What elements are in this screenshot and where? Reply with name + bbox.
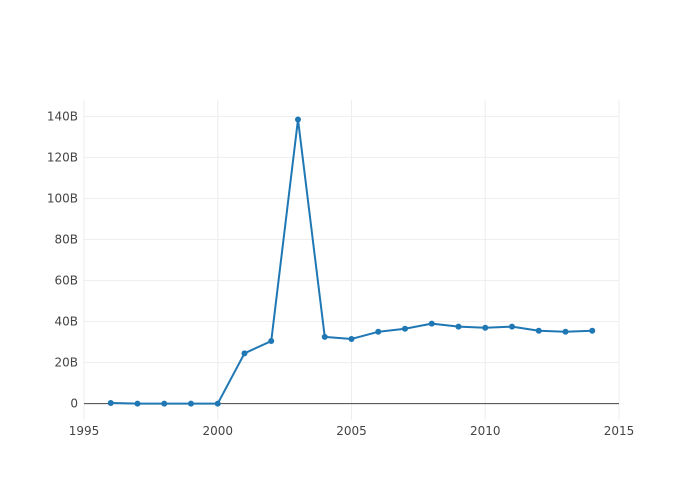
data-point	[161, 400, 168, 407]
data-point	[428, 320, 435, 327]
data-point	[589, 327, 596, 334]
data-point	[562, 328, 569, 335]
data-point	[402, 325, 408, 332]
y-tick-label: 140B	[47, 109, 78, 123]
y-tick-label: 20B	[54, 356, 78, 370]
x-tick-label: 2005	[336, 424, 367, 438]
x-tick-label: 1995	[69, 424, 100, 438]
x-tick-label: 2010	[470, 424, 501, 438]
data-point	[214, 400, 221, 407]
y-tick-label: 40B	[54, 315, 78, 329]
data-point	[535, 327, 542, 334]
y-tick-label: 100B	[47, 191, 78, 205]
data-point	[295, 116, 301, 123]
grid	[83, 100, 620, 420]
data-point	[375, 328, 382, 335]
data-point	[455, 323, 462, 330]
data-point	[509, 323, 515, 330]
data-point	[268, 338, 275, 345]
x-tick-label: 2000	[202, 424, 233, 438]
data-point	[134, 400, 141, 407]
y-tick-label: 80B	[54, 232, 78, 246]
y-tick-label: 0	[70, 397, 78, 411]
data-point	[107, 399, 114, 406]
data-point	[188, 400, 194, 407]
data-point	[321, 333, 328, 340]
data-point	[348, 335, 355, 342]
tick-labels: 1995 2000 2005 2010 2015 0 20B 40B 60B 80B 100B 120…	[47, 109, 634, 438]
data-point	[482, 324, 489, 331]
data-point	[241, 350, 248, 357]
y-tick-label: 60B	[54, 274, 78, 288]
series	[107, 116, 596, 407]
y-tick-label: 120B	[47, 150, 78, 164]
x-tick-label: 2015	[604, 424, 635, 438]
